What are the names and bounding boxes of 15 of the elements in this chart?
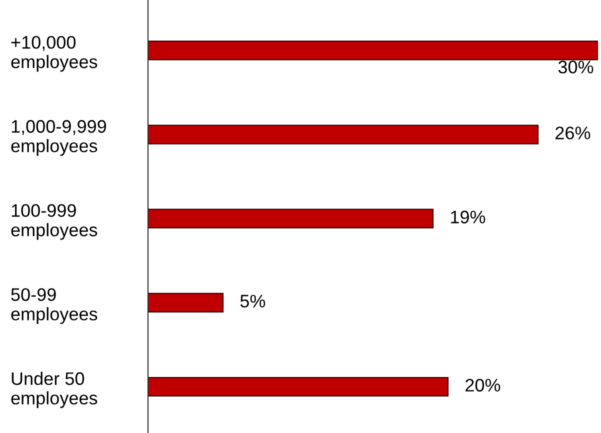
bar <box>148 292 224 312</box>
data-label: 5% <box>240 294 266 308</box>
data-label: 20% <box>466 378 500 392</box>
bar <box>148 208 434 228</box>
bar <box>148 376 449 397</box>
data-label: 30% <box>558 60 594 74</box>
y-tick-label: 100-999 employees <box>11 204 98 240</box>
data-label: 19% <box>451 210 486 224</box>
y-tick-label: 50-99 employees <box>11 288 98 324</box>
bar <box>148 40 598 60</box>
bar <box>148 124 539 144</box>
y-tick-label: Under 50 employees <box>11 372 98 408</box>
y-tick-label: +10,000 employees <box>11 36 98 72</box>
data-label: 26% <box>556 126 590 140</box>
y-tick-label: 1,000-9,999 employees <box>11 120 106 156</box>
